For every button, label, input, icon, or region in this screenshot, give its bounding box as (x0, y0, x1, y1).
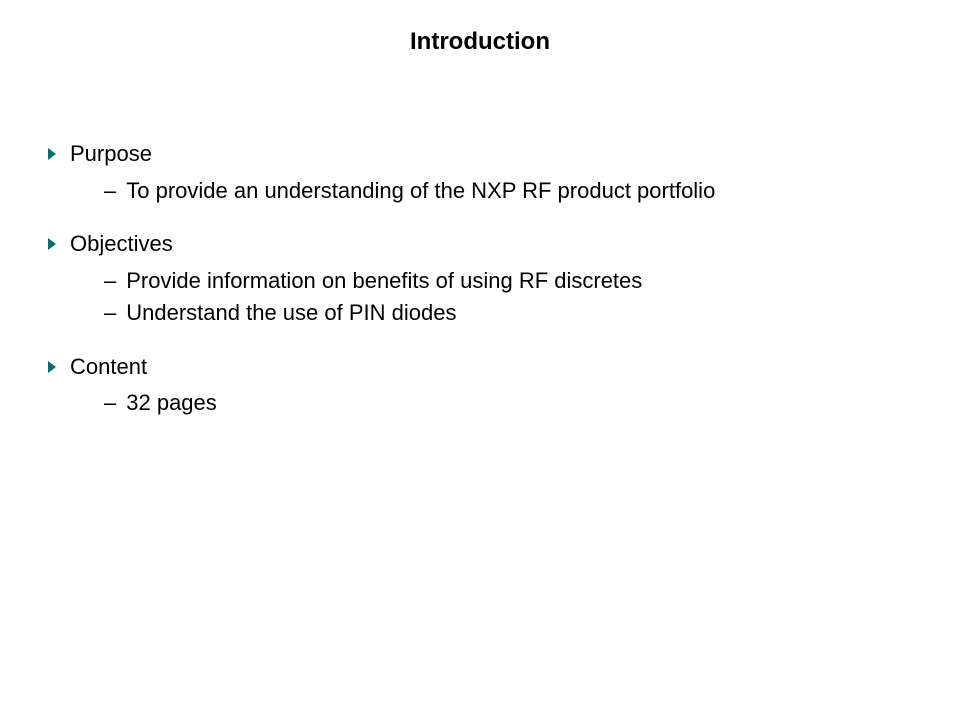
dash-icon: – (104, 265, 116, 297)
slide-title: Introduction (0, 28, 960, 56)
sub-item-text: Provide information on benefits of using… (126, 265, 642, 297)
dash-icon: – (104, 297, 116, 329)
sub-list-purpose: – To provide an understanding of the NXP… (104, 175, 912, 207)
arrow-icon (48, 361, 56, 373)
dash-icon: – (104, 387, 116, 419)
arrow-icon (48, 238, 56, 250)
sub-item: – 32 pages (104, 387, 912, 419)
sub-list-content: – 32 pages (104, 387, 912, 419)
sub-item-text: To provide an understanding of the NXP R… (126, 175, 715, 207)
bullet-heading: Objectives (70, 230, 173, 259)
bullet-heading: Content (70, 353, 147, 382)
sub-item-text: Understand the use of PIN diodes (126, 297, 456, 329)
sub-item: – To provide an understanding of the NXP… (104, 175, 912, 207)
slide-body: Purpose – To provide an understanding of… (48, 140, 912, 443)
sub-item: – Understand the use of PIN diodes (104, 297, 912, 329)
bullet-content: Content (48, 353, 912, 382)
sub-list-objectives: – Provide information on benefits of usi… (104, 265, 912, 329)
slide: Introduction Purpose – To provide an und… (0, 0, 960, 720)
bullet-heading: Purpose (70, 140, 152, 169)
bullet-objectives: Objectives (48, 230, 912, 259)
sub-item-text: 32 pages (126, 387, 217, 419)
bullet-purpose: Purpose (48, 140, 912, 169)
sub-item: – Provide information on benefits of usi… (104, 265, 912, 297)
arrow-icon (48, 148, 56, 160)
dash-icon: – (104, 175, 116, 207)
